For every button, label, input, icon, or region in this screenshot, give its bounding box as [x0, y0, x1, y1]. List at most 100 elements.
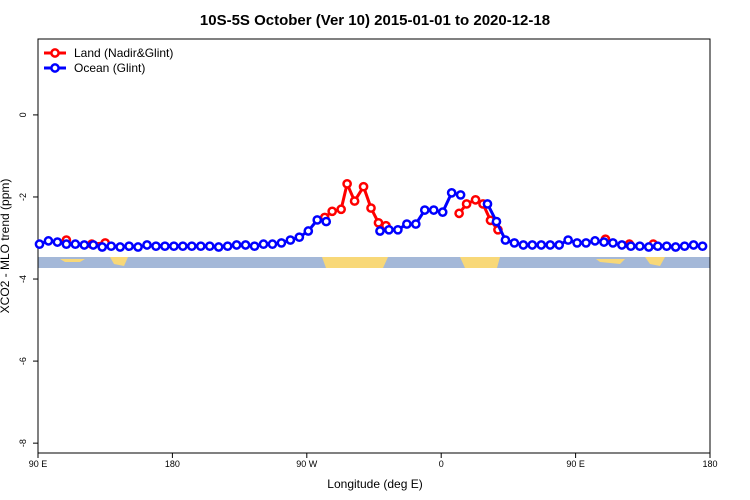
point [599, 237, 609, 247]
point [500, 235, 511, 245]
map-strip [38, 257, 710, 268]
point [491, 216, 502, 227]
point [327, 206, 338, 217]
point [267, 239, 278, 250]
legend-label: Ocean (Glint) [74, 61, 145, 75]
point [554, 240, 565, 250]
point [419, 205, 430, 215]
x-axis-label: Longitude (deg E) [327, 477, 422, 491]
y-tick-label: -8 [18, 439, 28, 447]
point [169, 241, 179, 252]
land [645, 257, 665, 266]
point [124, 241, 134, 252]
point [303, 226, 314, 236]
point [106, 241, 117, 252]
point [572, 238, 582, 248]
point [366, 203, 376, 213]
point [590, 236, 600, 246]
point [70, 239, 81, 250]
point [410, 219, 421, 229]
chart-title: 10S-5S October (Ver 10) 2015-01-01 to 20… [200, 12, 550, 29]
point [258, 239, 269, 250]
point [527, 240, 538, 250]
point [688, 240, 699, 250]
point [437, 207, 448, 217]
point [634, 241, 645, 252]
point [617, 240, 627, 250]
point [349, 196, 360, 206]
point [195, 241, 206, 252]
point [336, 204, 346, 215]
land [60, 259, 85, 262]
land [322, 257, 388, 268]
point [52, 237, 63, 247]
y-tick-label: -6 [18, 357, 28, 365]
point [213, 242, 224, 252]
point [509, 238, 520, 248]
x-tick-label: 90 E [566, 459, 585, 469]
point [454, 208, 464, 219]
point [358, 181, 369, 192]
point [697, 241, 708, 252]
point [97, 242, 108, 252]
point [536, 240, 547, 250]
point [186, 241, 197, 252]
point [61, 239, 72, 250]
point [679, 241, 690, 252]
x-tick-label: 90 W [296, 459, 318, 469]
legend-label: Land (Nadir&Glint) [74, 46, 173, 60]
point [222, 241, 233, 252]
point [661, 241, 672, 252]
point [321, 216, 332, 227]
point [384, 224, 394, 235]
point [482, 199, 493, 209]
point [455, 190, 466, 200]
legend-marker [50, 48, 60, 58]
point [470, 194, 481, 205]
point [518, 240, 529, 250]
point [34, 239, 45, 250]
point [151, 241, 161, 252]
point [249, 241, 260, 252]
x-tick-label: 90 E [29, 459, 48, 469]
point [402, 219, 412, 229]
point [581, 238, 591, 248]
point [160, 241, 170, 252]
point [608, 238, 618, 248]
point [643, 242, 654, 252]
point [545, 240, 556, 250]
x-tick-label: 180 [165, 459, 180, 469]
point [342, 178, 352, 189]
point [670, 242, 681, 252]
point [626, 241, 636, 252]
point [142, 240, 152, 250]
point [115, 242, 125, 252]
y-tick-label: -4 [18, 275, 28, 283]
point [393, 224, 403, 235]
point [375, 226, 385, 236]
point [204, 241, 215, 252]
point [43, 236, 54, 246]
point [294, 232, 305, 243]
point [563, 235, 573, 245]
y-tick-label: 0 [18, 112, 28, 117]
y-axis-label: XCO2 - MLO trend (ppm) [0, 179, 12, 314]
point [240, 240, 251, 250]
point [88, 240, 99, 250]
point [133, 242, 143, 252]
x-tick-label: 0 [439, 459, 444, 469]
land [596, 259, 625, 264]
series-line [92, 184, 653, 244]
y-tick-label: -2 [18, 193, 28, 201]
point [461, 199, 472, 209]
land [110, 257, 128, 266]
legend-marker [50, 63, 60, 73]
point [446, 188, 457, 198]
point [285, 235, 296, 245]
land [460, 257, 500, 268]
point [652, 241, 663, 252]
point [276, 238, 287, 248]
point [428, 205, 439, 215]
point [231, 240, 242, 250]
